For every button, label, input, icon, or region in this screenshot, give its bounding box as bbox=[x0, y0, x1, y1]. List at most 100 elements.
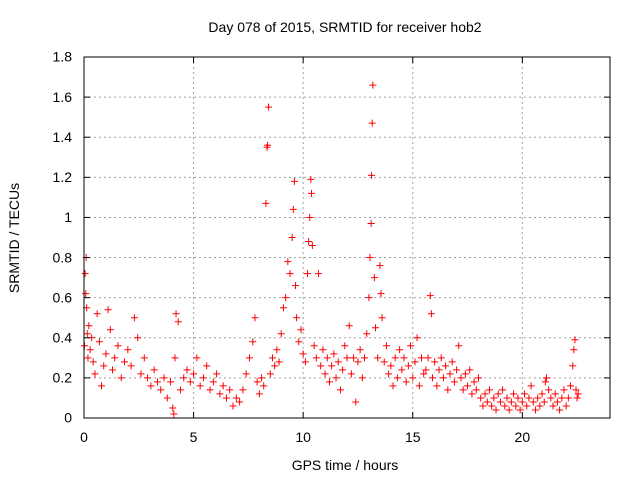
data-point bbox=[332, 374, 340, 382]
data-point bbox=[203, 362, 211, 370]
data-point bbox=[91, 370, 99, 378]
data-point bbox=[172, 310, 180, 318]
data-point bbox=[450, 378, 458, 386]
data-point bbox=[226, 386, 234, 394]
data-point bbox=[510, 390, 518, 398]
data-point bbox=[253, 378, 261, 386]
data-point bbox=[232, 394, 240, 402]
chart-title: Day 078 of 2015, SRMTID for receiver hob… bbox=[208, 19, 481, 35]
data-point bbox=[560, 386, 568, 394]
data-point bbox=[393, 374, 401, 382]
data-point bbox=[496, 398, 504, 406]
data-point bbox=[466, 366, 474, 374]
data-point bbox=[472, 386, 480, 394]
data-point bbox=[377, 290, 385, 298]
data-point bbox=[153, 378, 161, 386]
data-point bbox=[93, 310, 101, 318]
data-point bbox=[308, 242, 316, 250]
data-point bbox=[304, 270, 312, 278]
data-point bbox=[505, 406, 513, 414]
data-point bbox=[264, 141, 272, 149]
data-point bbox=[89, 358, 97, 366]
data-point bbox=[468, 390, 476, 398]
data-point bbox=[290, 177, 298, 185]
data-point bbox=[239, 386, 247, 394]
data-point bbox=[572, 386, 580, 394]
data-point bbox=[295, 338, 303, 346]
data-point bbox=[521, 390, 529, 398]
data-point bbox=[358, 374, 366, 382]
data-point bbox=[483, 398, 491, 406]
data-point bbox=[529, 398, 537, 406]
data-point bbox=[111, 354, 119, 362]
data-point bbox=[453, 366, 461, 374]
data-point bbox=[100, 362, 108, 370]
data-point bbox=[275, 358, 283, 366]
data-point bbox=[411, 358, 419, 366]
data-point bbox=[114, 342, 122, 350]
data-point bbox=[117, 374, 125, 382]
data-point bbox=[186, 378, 194, 386]
data-point bbox=[301, 358, 309, 366]
data-point bbox=[102, 350, 110, 358]
data-point bbox=[481, 390, 489, 398]
data-point bbox=[196, 382, 204, 390]
data-point bbox=[501, 402, 509, 410]
data-point bbox=[150, 366, 158, 374]
data-point bbox=[317, 362, 325, 370]
data-point bbox=[307, 175, 315, 183]
data-point bbox=[361, 354, 369, 362]
data-point bbox=[461, 370, 469, 378]
y-tick-label: 1.8 bbox=[53, 49, 73, 65]
data-point bbox=[570, 346, 578, 354]
data-point bbox=[363, 330, 371, 338]
data-point bbox=[258, 374, 266, 382]
data-point bbox=[319, 346, 327, 354]
data-point bbox=[255, 390, 263, 398]
data-point bbox=[216, 390, 224, 398]
data-point bbox=[199, 374, 207, 382]
data-point bbox=[400, 354, 408, 362]
data-point bbox=[415, 382, 423, 390]
data-point bbox=[306, 213, 314, 221]
data-point bbox=[409, 374, 417, 382]
data-point bbox=[127, 362, 135, 370]
data-point bbox=[279, 304, 287, 312]
data-point bbox=[433, 382, 441, 390]
data-point bbox=[106, 326, 114, 334]
data-point bbox=[174, 318, 182, 326]
data-point bbox=[367, 219, 375, 227]
data-point bbox=[366, 254, 374, 262]
data-point bbox=[531, 406, 539, 414]
data-point bbox=[282, 294, 290, 302]
data-point bbox=[144, 374, 152, 382]
data-point bbox=[396, 346, 404, 354]
data-point bbox=[424, 354, 432, 362]
data-point bbox=[167, 378, 175, 386]
y-axis-label: SRMTID / TECUs bbox=[6, 183, 22, 293]
data-point bbox=[180, 374, 188, 382]
data-point bbox=[266, 370, 274, 378]
data-point bbox=[334, 358, 342, 366]
data-point bbox=[245, 354, 253, 362]
data-point bbox=[488, 402, 496, 410]
data-point bbox=[249, 338, 257, 346]
data-point bbox=[345, 322, 353, 330]
data-point bbox=[368, 171, 376, 179]
data-point bbox=[444, 386, 452, 394]
data-point bbox=[391, 354, 399, 362]
data-point bbox=[446, 370, 454, 378]
data-point bbox=[442, 362, 450, 370]
tick-label-layer: 0 5 10 15 20 0 0.2 0.4 0.6 0.8 1 1.2 1.4 1.6 1.8 bbox=[53, 49, 531, 445]
data-point bbox=[536, 402, 544, 410]
data-point bbox=[356, 346, 364, 354]
data-point bbox=[389, 382, 397, 390]
data-point bbox=[157, 386, 165, 394]
data-point bbox=[273, 346, 281, 354]
data-point bbox=[437, 354, 445, 362]
data-point bbox=[512, 402, 520, 410]
data-point bbox=[286, 270, 294, 278]
data-point bbox=[271, 362, 279, 370]
y-tick-label: 0.8 bbox=[53, 249, 73, 265]
